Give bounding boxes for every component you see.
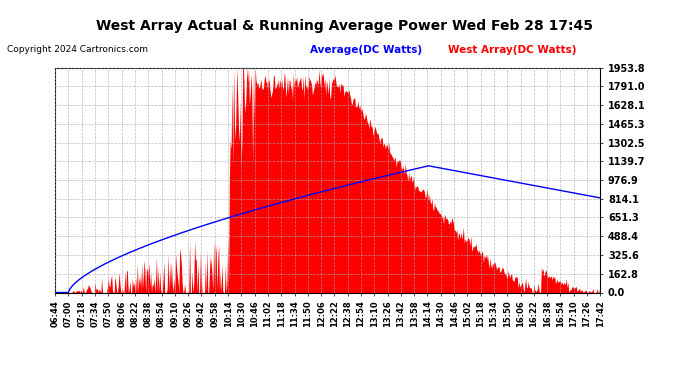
Text: Average(DC Watts): Average(DC Watts) <box>310 45 422 55</box>
Text: Copyright 2024 Cartronics.com: Copyright 2024 Cartronics.com <box>7 45 148 54</box>
Text: West Array Actual & Running Average Power Wed Feb 28 17:45: West Array Actual & Running Average Powe… <box>97 19 593 33</box>
Text: West Array(DC Watts): West Array(DC Watts) <box>448 45 577 55</box>
